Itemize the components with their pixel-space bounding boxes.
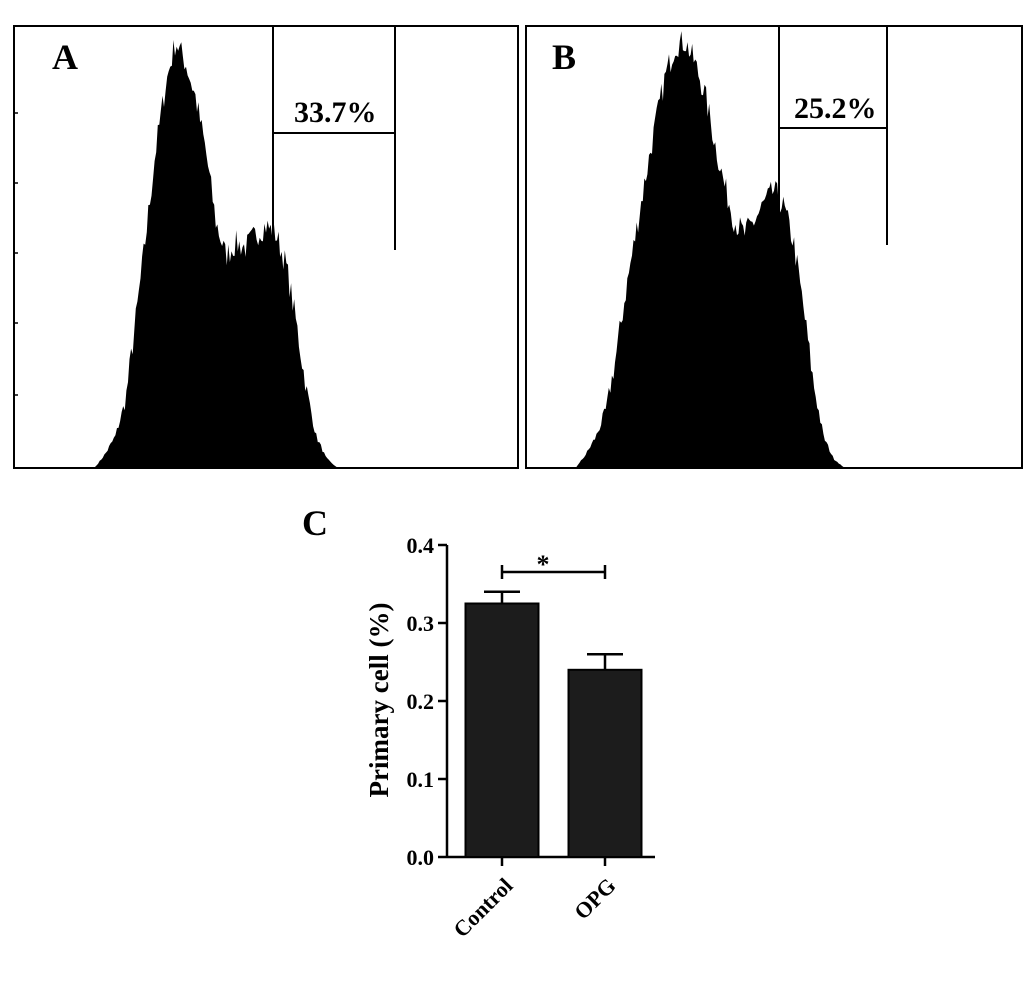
error-bars — [484, 590, 623, 670]
x-category-label: OPG — [569, 873, 620, 924]
histogram-a-ticks — [14, 112, 18, 396]
histogram-a-area — [15, 40, 517, 467]
significance-bracket: * — [500, 550, 607, 579]
histogram-a-frame — [13, 25, 519, 469]
gate-b-label: 25.2% — [794, 92, 877, 125]
x-category-label: Control — [448, 873, 517, 942]
y-tick-label: 0.2 — [407, 689, 435, 714]
y-axis-ticks: 0.0 0.1 0.2 0.3 0.4 — [407, 533, 447, 870]
x-axis-categories: Control OPG — [448, 857, 621, 942]
panel-c-letter: C — [302, 503, 328, 543]
y-tick-label: 0.3 — [407, 611, 435, 636]
y-tick-label: 0.0 — [407, 845, 435, 870]
gate-a-label: 33.7% — [294, 96, 377, 129]
y-tick-label: 0.1 — [407, 767, 435, 792]
y-tick-label: 0.4 — [407, 533, 435, 558]
bars — [464, 602, 643, 858]
panel-c-bar-chart: C Primary cell (%) 0.0 0.1 0.2 0.3 0.4 Contr… — [302, 503, 655, 942]
bar-control — [464, 602, 540, 858]
bar-opg — [567, 668, 643, 858]
panel-b-histogram: B 25.2% — [525, 25, 1023, 469]
panel-b-letter: B — [552, 37, 576, 77]
panel-a-histogram: A 33.7% — [13, 25, 519, 469]
y-axis-title: Primary cell (%) — [364, 603, 394, 798]
histogram-b-frame — [525, 25, 1023, 469]
significance-star: * — [537, 550, 550, 579]
panel-a-letter: A — [52, 37, 78, 77]
histogram-b-area — [527, 31, 1021, 467]
